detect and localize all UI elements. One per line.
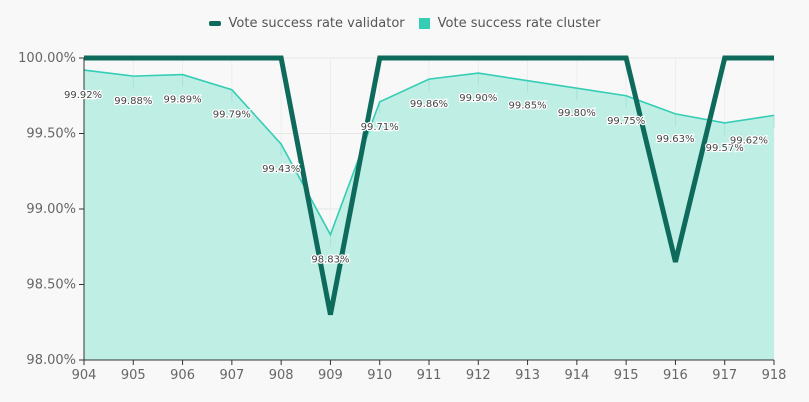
x-tick-label: 913 bbox=[515, 368, 540, 383]
x-tick-label: 917 bbox=[712, 368, 737, 383]
cluster-line bbox=[83, 69, 775, 237]
cluster-data-label: 99.80% bbox=[558, 108, 596, 119]
x-tick-label: 911 bbox=[417, 368, 442, 383]
x-tick-label: 905 bbox=[121, 368, 146, 383]
cluster-data-label: 99.57% bbox=[706, 143, 744, 154]
x-tick-label: 904 bbox=[72, 368, 97, 383]
cluster-data-label: 98.83% bbox=[311, 255, 349, 266]
legend-label-validator: Vote success rate validator bbox=[228, 16, 405, 31]
legend-item-validator[interactable]: Vote success rate validator bbox=[208, 16, 405, 31]
x-tick-label: 914 bbox=[564, 368, 589, 383]
y-tick-label: 100.00% bbox=[18, 51, 76, 66]
y-tick-label: 99.50% bbox=[26, 127, 76, 142]
legend-item-cluster[interactable]: Vote success rate cluster bbox=[418, 16, 601, 31]
x-tick-label: 907 bbox=[219, 368, 244, 383]
cluster-data-label: 99.43% bbox=[262, 164, 300, 175]
x-tick-label: 908 bbox=[269, 368, 294, 383]
legend-label-cluster: Vote success rate cluster bbox=[437, 16, 601, 31]
x-tick-label: 910 bbox=[367, 368, 392, 383]
legend-swatch-validator bbox=[208, 21, 221, 26]
x-tick-label: 915 bbox=[614, 368, 639, 383]
cluster-data-label: 99.85% bbox=[509, 101, 547, 112]
cluster-area bbox=[84, 70, 774, 360]
x-tick-label: 909 bbox=[318, 368, 343, 383]
y-tick-label: 99.00% bbox=[26, 202, 76, 217]
cluster-data-label: 99.88% bbox=[114, 96, 152, 107]
cluster-data-label: 99.63% bbox=[656, 134, 694, 145]
cluster-data-label: 99.62% bbox=[730, 135, 768, 146]
cluster-data-label: 99.79% bbox=[213, 110, 251, 121]
legend-swatch-cluster bbox=[418, 18, 430, 29]
x-tick-label: 912 bbox=[466, 368, 491, 383]
cluster-data-label: 99.92% bbox=[64, 90, 102, 101]
y-tick-label: 98.50% bbox=[26, 278, 76, 293]
cluster-data-label: 99.86% bbox=[410, 99, 448, 110]
validator-line bbox=[84, 55, 774, 316]
y-tick-label: 98.00% bbox=[26, 353, 76, 368]
cluster-data-label: 99.89% bbox=[164, 95, 202, 106]
cluster-data-label: 99.75% bbox=[607, 116, 645, 127]
legend: Vote success rate validator Vote success… bbox=[0, 16, 809, 31]
x-tick-label: 918 bbox=[762, 368, 787, 383]
x-tick-label: 916 bbox=[663, 368, 688, 383]
cluster-data-label: 99.90% bbox=[459, 93, 497, 104]
cluster-data-label: 99.71% bbox=[361, 122, 399, 133]
x-tick-label: 906 bbox=[170, 368, 195, 383]
